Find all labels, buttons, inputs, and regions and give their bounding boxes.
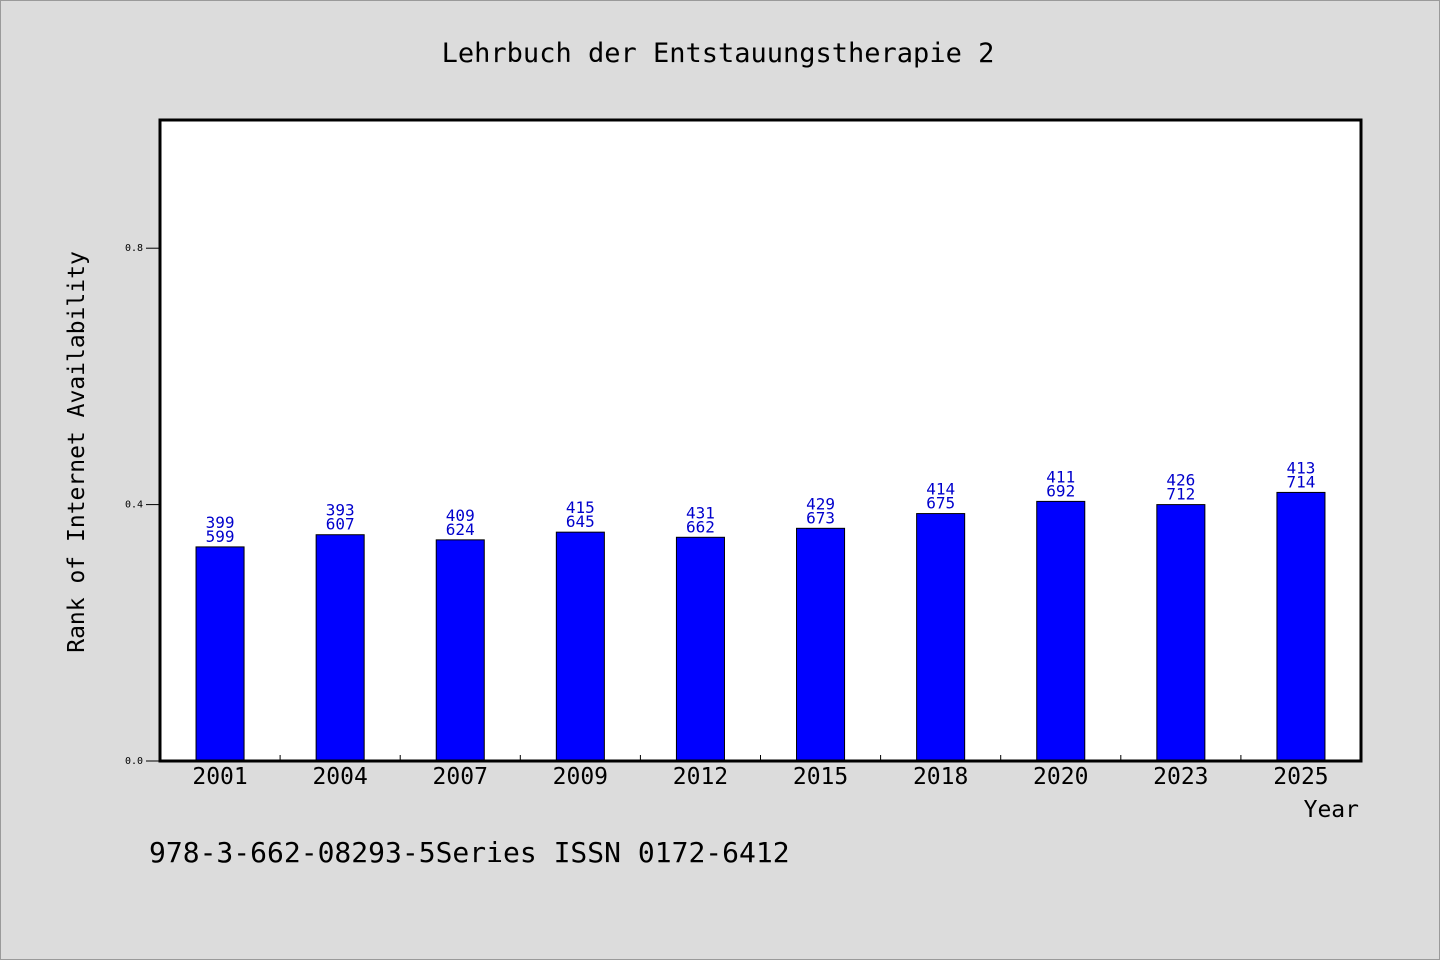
bar-label-bottom-2018: 675 xyxy=(926,494,955,513)
bar-label-bottom-2004: 607 xyxy=(326,515,355,534)
bar-label-bottom-2023: 712 xyxy=(1166,485,1195,504)
y-tick-label-0.0: 0.0 xyxy=(125,756,143,767)
bar-2004 xyxy=(315,534,365,762)
bar-label-bottom-2020: 692 xyxy=(1046,481,1075,500)
bar-2018 xyxy=(916,513,966,762)
y-ticks-group: 0.0 0.4 0.8 xyxy=(125,243,160,767)
bar-label-top-2004: 393 xyxy=(326,501,355,520)
bar-label-top-2020: 411 xyxy=(1046,467,1075,486)
bar-label-bottom-2007: 624 xyxy=(446,520,475,539)
x-axis-label: Year xyxy=(1304,797,1359,823)
x-tick-label-2020: 2020 xyxy=(1033,764,1088,790)
bar-label-bottom-2025: 714 xyxy=(1286,472,1315,491)
chart-title: Lehrbuch der Entstauungstherapie 2 xyxy=(442,38,995,69)
y-tick-label-0.4: 0.4 xyxy=(125,500,143,511)
bar-2009 xyxy=(555,531,605,762)
bar-label-top-2001: 399 xyxy=(206,513,235,532)
bar-label-top-2025: 413 xyxy=(1286,458,1315,477)
bar-2025 xyxy=(1276,491,1326,762)
bar-label-bottom-2001: 599 xyxy=(206,527,235,546)
x-tick-label-2004: 2004 xyxy=(312,764,367,790)
bar-label-top-2012: 431 xyxy=(686,503,715,522)
bar-label-top-2015: 429 xyxy=(806,494,835,513)
y-axis-label: Rank of Internet Availability xyxy=(64,251,90,653)
bar-2015 xyxy=(796,527,846,762)
x-tick-label-2012: 2012 xyxy=(673,764,728,790)
bar-label-bottom-2012: 662 xyxy=(686,517,715,536)
x-tick-label-2001: 2001 xyxy=(192,764,247,790)
x-ticks-group: 2001 2004 2007 2009 2012 2015 2018 2020 2023 2025 xyxy=(192,755,1329,790)
plot-border xyxy=(158,118,1363,763)
bar-label-top-2023: 426 xyxy=(1166,471,1195,490)
x-tick-label-2007: 2007 xyxy=(433,764,488,790)
x-tick-label-2009: 2009 xyxy=(553,764,608,790)
bar-2020 xyxy=(1036,500,1086,762)
bar-label-bottom-2015: 673 xyxy=(806,508,835,527)
bar-label-top-2007: 409 xyxy=(446,506,475,525)
bar-2001 xyxy=(195,546,245,762)
bar-label-top-2018: 414 xyxy=(926,480,955,499)
x-tick-label-2023: 2023 xyxy=(1153,764,1208,790)
x-tick-label-2018: 2018 xyxy=(913,764,968,790)
bar-2012 xyxy=(675,536,725,762)
bar-label-bottom-2009: 645 xyxy=(566,512,595,531)
bar-2023 xyxy=(1156,504,1206,762)
y-tick-label-0.8: 0.8 xyxy=(125,243,143,254)
bar-2007 xyxy=(435,539,485,762)
x-tick-label-2015: 2015 xyxy=(793,764,848,790)
x-tick-label-2025: 2025 xyxy=(1273,764,1328,790)
footer-isbn-issn: 978-3-662-08293-5Series ISSN 0172-6412 xyxy=(149,836,790,869)
bar-label-top-2009: 415 xyxy=(566,498,595,517)
